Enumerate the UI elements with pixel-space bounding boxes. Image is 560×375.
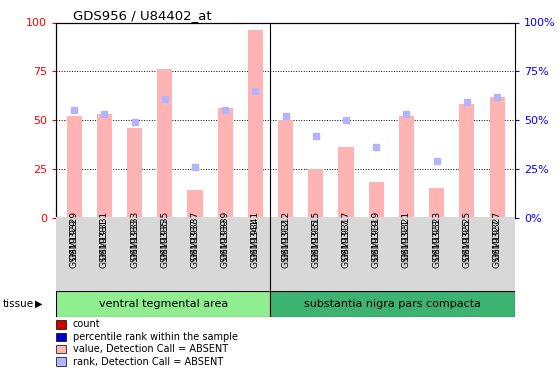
Text: rank, Detection Call = ABSENT: rank, Detection Call = ABSENT (73, 357, 223, 366)
Bar (278, 120, 293, 218)
Bar (338, 147, 353, 218)
Bar (218, 108, 233, 217)
Text: GSM19335: GSM19335 (160, 219, 169, 268)
Text: GSM19323: GSM19323 (432, 219, 441, 268)
Text: GSM19329: GSM19329 (69, 219, 78, 268)
Text: GSM19312: GSM19312 (281, 219, 290, 268)
Text: count: count (73, 320, 100, 329)
Text: GSM19333: GSM19333 (130, 219, 139, 268)
Text: ▶: ▶ (35, 299, 43, 309)
Text: GDS956 / U84402_at: GDS956 / U84402_at (73, 9, 212, 22)
Bar (308, 169, 323, 217)
Bar (56, 291, 270, 317)
Bar (127, 128, 142, 218)
Text: GSM19325: GSM19325 (463, 219, 472, 268)
Bar (429, 188, 444, 218)
Bar (270, 291, 515, 317)
Bar (67, 116, 82, 218)
Text: substantia nigra pars compacta: substantia nigra pars compacta (304, 299, 481, 309)
Text: percentile rank within the sample: percentile rank within the sample (73, 332, 238, 342)
Text: GSM19321: GSM19321 (402, 219, 411, 268)
Text: GSM19319: GSM19319 (372, 219, 381, 268)
Text: ventral tegmental area: ventral tegmental area (99, 299, 228, 309)
Text: tissue: tissue (3, 299, 34, 309)
Text: GSM19341: GSM19341 (251, 219, 260, 268)
Text: GSM19331: GSM19331 (100, 219, 109, 268)
Bar (188, 190, 203, 217)
Text: GSM19337: GSM19337 (190, 219, 199, 268)
Bar (248, 30, 263, 217)
Bar (368, 182, 384, 218)
Text: value, Detection Call = ABSENT: value, Detection Call = ABSENT (73, 344, 228, 354)
Bar (489, 97, 505, 218)
Text: GSM19317: GSM19317 (342, 219, 351, 268)
Bar (399, 116, 414, 218)
Text: GSM19339: GSM19339 (221, 219, 230, 268)
Bar (97, 114, 112, 218)
Bar (459, 104, 474, 218)
Text: GSM19327: GSM19327 (493, 219, 502, 268)
Text: GSM19315: GSM19315 (311, 219, 320, 268)
Bar (157, 69, 172, 218)
